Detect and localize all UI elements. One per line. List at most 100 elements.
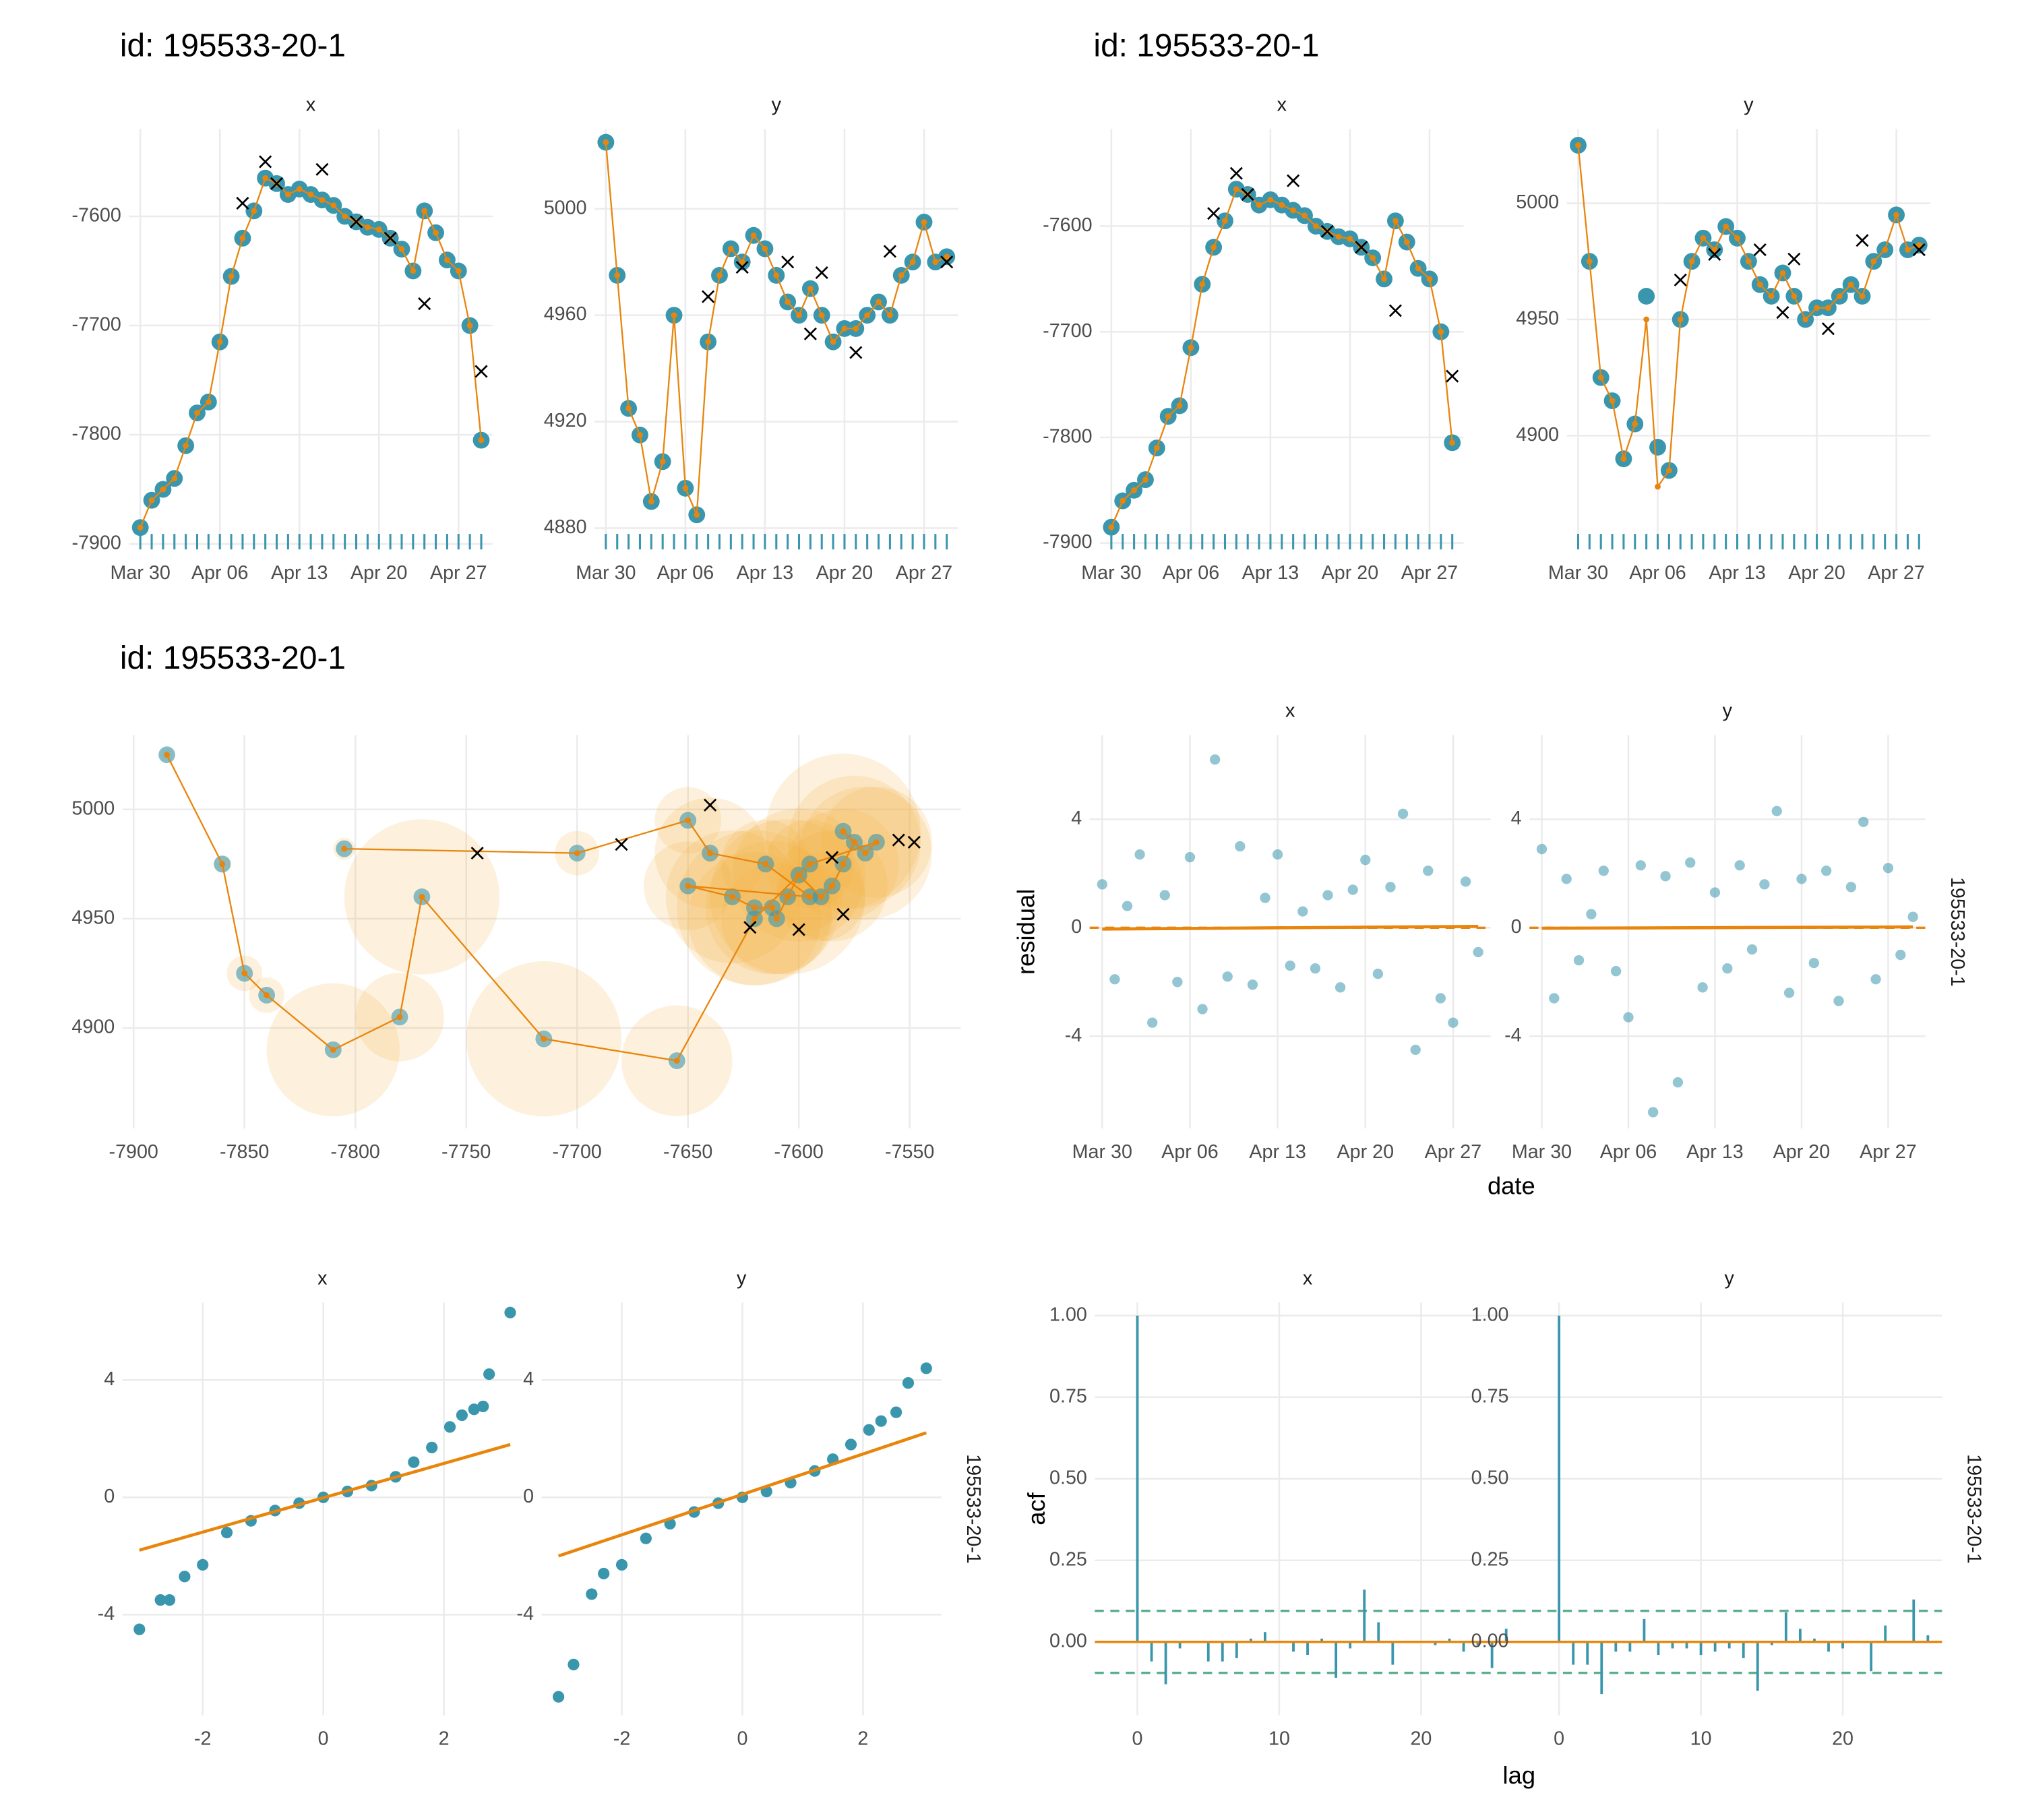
x-tick-label: Apr 20 bbox=[1337, 1141, 1395, 1163]
fit-point bbox=[659, 458, 666, 465]
facet-label: y bbox=[737, 1268, 747, 1290]
fit-point bbox=[1711, 247, 1718, 253]
data-point bbox=[1821, 866, 1832, 876]
data-point bbox=[1222, 971, 1233, 982]
fit-point bbox=[1256, 202, 1262, 208]
outlier-cross bbox=[907, 835, 921, 849]
fit-point bbox=[1847, 281, 1854, 288]
data-point bbox=[890, 1406, 902, 1418]
data-point bbox=[1322, 890, 1333, 901]
data-point bbox=[1561, 874, 1572, 884]
data-point bbox=[1410, 1044, 1421, 1056]
fit-point bbox=[886, 312, 893, 319]
fit-point bbox=[807, 285, 814, 292]
data-point bbox=[1796, 874, 1807, 884]
fit-point bbox=[419, 894, 425, 900]
data-point bbox=[1297, 906, 1308, 917]
data-point bbox=[1858, 816, 1869, 827]
outlier-cross bbox=[1708, 247, 1721, 261]
x-tick-label: Mar 30 bbox=[111, 562, 171, 584]
fit-point bbox=[1756, 281, 1763, 288]
y-tick-label: 4960 bbox=[544, 303, 587, 325]
outlier-cross bbox=[1241, 187, 1254, 202]
y-tick-label: 1.00 bbox=[1049, 1304, 1087, 1325]
data-point bbox=[1272, 849, 1283, 860]
data-point bbox=[1685, 857, 1696, 868]
fit-point bbox=[342, 213, 348, 220]
fit-point bbox=[307, 191, 314, 198]
x-tick-label: Apr 13 bbox=[1242, 562, 1299, 584]
fit-point bbox=[752, 915, 758, 922]
fit-point bbox=[296, 186, 303, 192]
data-point bbox=[920, 1362, 932, 1374]
data-point bbox=[845, 1438, 857, 1451]
fit-point bbox=[1597, 374, 1604, 381]
y-tick-label: 0 bbox=[1071, 916, 1082, 938]
x-tick-label: Apr 06 bbox=[657, 562, 714, 584]
data-point bbox=[133, 1623, 146, 1635]
fit-point bbox=[375, 226, 382, 233]
outlier-cross bbox=[940, 255, 954, 269]
data-point bbox=[1635, 860, 1646, 871]
fit-point bbox=[614, 272, 621, 278]
x-tick-label: Apr 20 bbox=[816, 562, 874, 584]
facet-label: x bbox=[1285, 700, 1295, 722]
x-axis-title: lag bbox=[1503, 1761, 1536, 1789]
fit-point bbox=[1893, 212, 1899, 218]
x-tick-label: Apr 20 bbox=[1773, 1141, 1831, 1163]
data-point bbox=[1623, 1012, 1634, 1023]
outlier-cross bbox=[236, 196, 249, 210]
outlier-cross bbox=[1446, 369, 1459, 383]
y-tick-label: 4 bbox=[1511, 808, 1522, 829]
outlier-cross bbox=[1388, 304, 1402, 317]
x-tick-label: Apr 06 bbox=[1629, 562, 1686, 584]
fit-point bbox=[1620, 456, 1627, 462]
outlier-cross bbox=[470, 847, 484, 860]
facet-label: y bbox=[1744, 94, 1754, 115]
fit-point bbox=[262, 175, 269, 181]
panel-title: id: 195533-20-1 bbox=[120, 640, 346, 676]
fit-point bbox=[228, 273, 235, 280]
fit-point bbox=[830, 338, 836, 345]
data-point bbox=[1649, 438, 1666, 456]
fit-point bbox=[1153, 445, 1160, 452]
x-tick-label: Mar 30 bbox=[576, 562, 636, 584]
fit-point bbox=[284, 191, 291, 198]
outlier-cross bbox=[1287, 174, 1300, 187]
outlier-cross bbox=[270, 177, 284, 190]
fit-point bbox=[330, 1046, 336, 1053]
fit-point bbox=[841, 325, 848, 332]
facet-label: x bbox=[317, 1268, 328, 1290]
y-tick-label: 1.00 bbox=[1471, 1304, 1509, 1325]
y-tick-label: 4900 bbox=[71, 1017, 115, 1038]
data-point bbox=[1833, 996, 1844, 1006]
outlier-cross bbox=[704, 798, 717, 812]
y-tick-label: 0.25 bbox=[1471, 1548, 1509, 1570]
fit-point bbox=[1768, 293, 1775, 299]
data-point bbox=[1734, 860, 1745, 871]
fit-point bbox=[840, 861, 847, 868]
data-point bbox=[1473, 946, 1483, 958]
fit-point bbox=[729, 894, 735, 900]
data-point bbox=[1109, 974, 1120, 985]
x-tick-label: Mar 30 bbox=[1072, 1141, 1132, 1163]
fit-point bbox=[1403, 239, 1410, 245]
fit-point bbox=[1176, 402, 1183, 409]
fit-point bbox=[1267, 196, 1274, 203]
fit-point bbox=[1347, 235, 1353, 242]
y-tick-label: 4920 bbox=[544, 410, 587, 431]
x-tick-label: 2 bbox=[439, 1728, 450, 1750]
fit-point bbox=[1586, 258, 1593, 265]
data-point bbox=[875, 1415, 887, 1427]
data-point bbox=[179, 1571, 191, 1583]
data-point bbox=[1672, 1077, 1684, 1088]
fit-point bbox=[807, 894, 814, 900]
data-point bbox=[1870, 974, 1881, 985]
y-tick-label: -4 bbox=[517, 1603, 534, 1625]
data-point bbox=[902, 1377, 915, 1389]
x-tick-label: Apr 06 bbox=[191, 562, 249, 584]
y-tick-label: -7800 bbox=[1043, 426, 1092, 448]
fit-point bbox=[264, 992, 270, 998]
strip-label: 195533-20-1 bbox=[1947, 877, 1968, 987]
fit-point bbox=[137, 524, 144, 531]
